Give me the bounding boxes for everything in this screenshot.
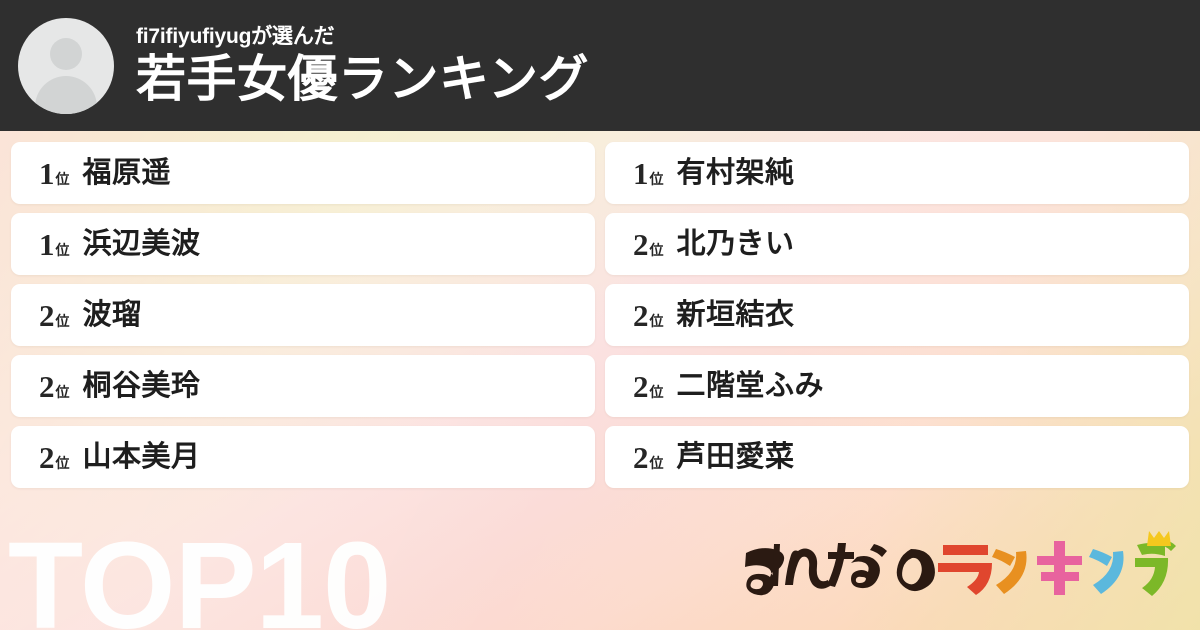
logo-text-n1 <box>992 549 1027 594</box>
header-bar: fi7ifiyufiyugが選んだ 若手女優ランキング <box>0 0 1200 131</box>
rank-suffix: 位 <box>55 383 70 400</box>
ranking-item[interactable]: 2 位芦田愛菜 <box>605 426 1189 488</box>
rank-number: 2 <box>633 226 649 262</box>
logo-text-n2 <box>1089 549 1124 594</box>
rank-suffix: 位 <box>55 241 70 258</box>
ranking-item-name: 芦田愛菜 <box>676 440 795 473</box>
rank-number: 2 <box>39 439 55 475</box>
ranking-item[interactable]: 2 位波瑠 <box>11 284 595 346</box>
ranking-item[interactable]: 2 位二階堂ふみ <box>605 355 1189 417</box>
ranking-item-name: 有村架純 <box>676 156 795 189</box>
ranking-item-name: 波瑠 <box>82 298 142 331</box>
crown-icon <box>1147 531 1171 546</box>
ranking-item[interactable]: 1 位福原遥 <box>11 142 595 204</box>
ranking-item[interactable]: 2 位北乃きい <box>605 213 1189 275</box>
ranking-item[interactable]: 1 位有村架純 <box>605 142 1189 204</box>
rank-suffix: 位 <box>55 312 70 329</box>
rank-number: 1 <box>39 155 55 191</box>
page-title: 若手女優ランキング <box>136 50 589 107</box>
ranking-column-right: 1 位有村架純 2 位北乃きい 2 位新垣結衣 2 位二階堂ふみ 2 位芦田愛菜 <box>605 142 1189 501</box>
logo-text-ki <box>1037 541 1082 595</box>
rank-suffix: 位 <box>55 454 70 471</box>
rank-number: 2 <box>633 297 649 333</box>
rank-number: 1 <box>633 155 649 191</box>
avatar-body-shape <box>35 75 97 114</box>
ranking-item[interactable]: 2 位桐谷美玲 <box>11 355 595 417</box>
rank-suffix: 位 <box>649 454 664 471</box>
rank-number: 1 <box>39 226 55 262</box>
ranking-item-name: 桐谷美玲 <box>82 369 201 402</box>
rank-suffix: 位 <box>649 241 664 258</box>
ranking-item-name: 新垣結衣 <box>676 298 795 331</box>
header-text-block: fi7ifiyufiyugが選んだ 若手女優ランキング <box>136 26 589 106</box>
ranking-grid: 1 位福原遥 1 位浜辺美波 2 位波瑠 2 位桐谷美玲 2 位山本美月 1 位有村架純 2 位北乃きい… <box>0 131 1200 501</box>
top10-label: TOP10 <box>8 518 391 630</box>
ranking-item-name: 二階堂ふみ <box>676 369 825 402</box>
ranking-item[interactable]: 2 位山本美月 <box>11 426 595 488</box>
ranking-item-name: 福原遥 <box>82 156 172 189</box>
ranking-column-left: 1 位福原遥 1 位浜辺美波 2 位波瑠 2 位桐谷美玲 2 位山本美月 <box>11 142 595 501</box>
rank-suffix: 位 <box>55 170 70 187</box>
rank-number: 2 <box>39 297 55 333</box>
ranking-item[interactable]: 2 位新垣結衣 <box>605 284 1189 346</box>
ranking-item[interactable]: 1 位浜辺美波 <box>11 213 595 275</box>
logo-text-dark <box>745 543 935 596</box>
rank-number: 2 <box>39 368 55 404</box>
logo-text-gu <box>1135 541 1176 596</box>
rank-suffix: 位 <box>649 383 664 400</box>
ranking-item-name: 北乃きい <box>676 227 795 260</box>
rank-suffix: 位 <box>649 312 664 329</box>
avatar-head-shape <box>50 37 82 70</box>
rank-suffix: 位 <box>649 170 664 187</box>
header-subtitle: fi7ifiyufiyugが選んだ <box>136 24 335 48</box>
ranking-item-name: 山本美月 <box>82 440 201 473</box>
minna-no-ranking-logo <box>738 531 1178 603</box>
user-avatar-icon <box>18 17 114 114</box>
logo-text-ra <box>938 545 992 595</box>
ranking-item-name: 浜辺美波 <box>82 227 201 260</box>
rank-number: 2 <box>633 439 649 475</box>
rank-number: 2 <box>633 368 649 404</box>
